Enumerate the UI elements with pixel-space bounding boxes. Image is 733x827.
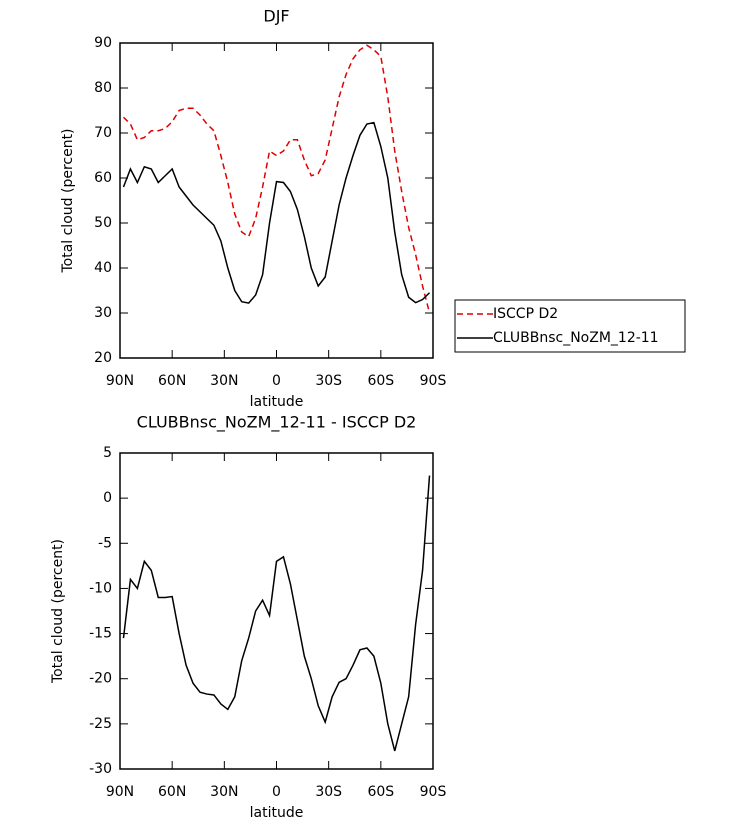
y-tick-label: 30 <box>94 305 112 321</box>
x-tick-label: 30S <box>315 784 342 800</box>
y-tick-label: -10 <box>89 580 112 596</box>
chart-title: DJF <box>263 7 289 26</box>
y-tick-label: -30 <box>89 761 112 777</box>
data-line <box>122 44 431 314</box>
x-tick-label: 60S <box>367 373 394 389</box>
x-tick-label: 30N <box>210 784 238 800</box>
y-tick-label: -5 <box>98 535 112 551</box>
x-tick-label: 90S <box>420 784 447 800</box>
chart-title: CLUBBnsc_NoZM_12-11 - ISCCP D2 <box>137 413 417 433</box>
y-tick-label: 90 <box>94 35 112 51</box>
y-tick-label: 0 <box>103 490 112 506</box>
y-tick-label: -15 <box>89 626 112 642</box>
y-tick-label: 5 <box>103 445 112 461</box>
plot-frame <box>119 452 434 770</box>
legend-label: ISCCP D2 <box>493 306 558 322</box>
y-tick-label: 60 <box>94 170 112 186</box>
data-line <box>122 475 431 752</box>
y-tick-label: -25 <box>89 716 112 732</box>
x-axis-label: latitude <box>250 805 304 821</box>
x-tick-label: 90S <box>420 373 447 389</box>
x-tick-label: 90N <box>106 373 134 389</box>
y-axis-label: Total cloud (percent) <box>50 539 66 684</box>
y-tick-label: 20 <box>94 350 112 366</box>
x-tick-label: 0 <box>272 784 281 800</box>
x-tick-label: 0 <box>272 373 281 389</box>
y-tick-label: 70 <box>94 125 112 141</box>
x-tick-label: 60N <box>158 784 186 800</box>
x-axis-label: latitude <box>250 394 304 410</box>
x-tick-label: 60S <box>367 784 394 800</box>
y-axis-label: Total cloud (percent) <box>60 128 76 273</box>
legend-label: CLUBBnsc_NoZM_12-11 <box>493 330 659 346</box>
y-tick-label: -20 <box>89 671 112 687</box>
y-tick-label: 80 <box>94 80 112 96</box>
data-line <box>122 121 431 304</box>
x-tick-label: 60N <box>158 373 186 389</box>
y-tick-label: 40 <box>94 260 112 276</box>
x-tick-label: 90N <box>106 784 134 800</box>
y-tick-label: 50 <box>94 215 112 231</box>
x-tick-label: 30N <box>210 373 238 389</box>
x-tick-label: 30S <box>315 373 342 389</box>
legend-box <box>454 299 686 353</box>
